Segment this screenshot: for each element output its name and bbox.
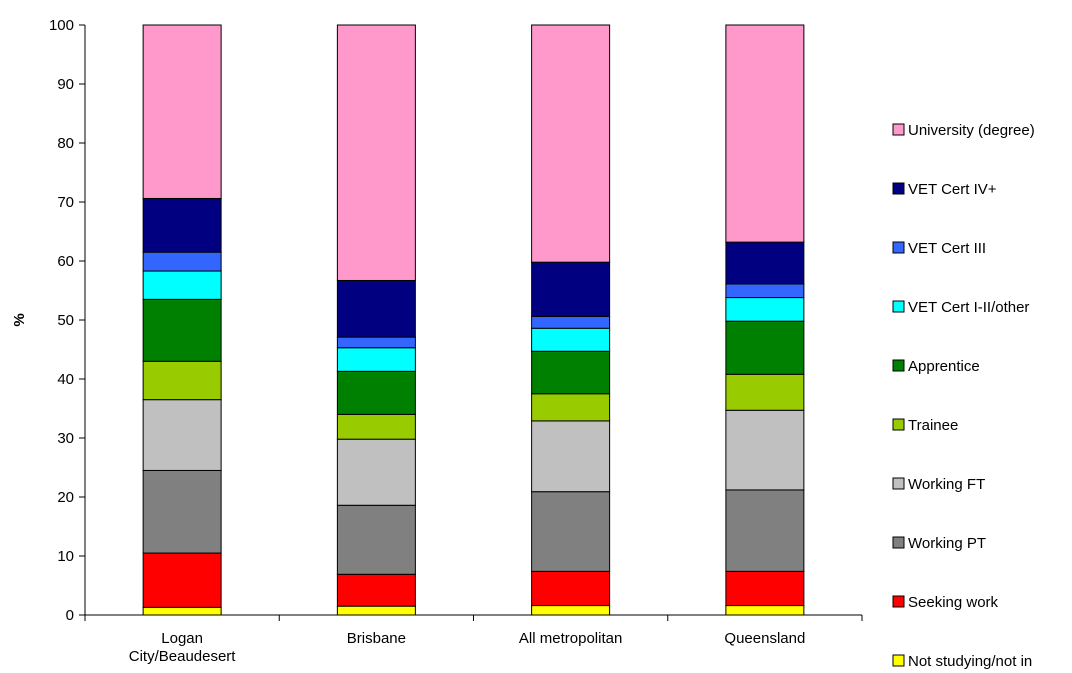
y-tick-label: 70 (57, 194, 74, 211)
legend-label: University (degree) (908, 122, 1035, 139)
y-tick-label: 10 (57, 548, 74, 565)
x-category-label: Brisbane (347, 630, 406, 647)
bars-layer (142, 24, 805, 616)
legend-label: Seeking work (908, 594, 999, 611)
bar-segment (336, 504, 416, 575)
bar-segment (336, 438, 416, 506)
y-axis-label: % (11, 313, 28, 326)
y-tick-label: 0 (66, 607, 74, 624)
bar-segment (531, 261, 611, 317)
bar-segment (336, 279, 416, 338)
bar-segment (725, 489, 805, 572)
y-tick-label: 40 (57, 371, 74, 388)
axes-layer: 0 10 20 30 40 50 60 70 80 90 100% Logan City/Beaudes… (11, 17, 863, 665)
bar-segment (725, 409, 805, 491)
legend-label: Not studying/not inlabour force (908, 653, 1032, 673)
y-tick-label: 50 (57, 312, 74, 329)
legend-swatch (892, 359, 905, 372)
bar-segment (531, 491, 611, 572)
bar-segment (142, 606, 222, 616)
y-tick-label: 20 (57, 489, 74, 506)
bar-segment (531, 420, 611, 493)
bar-segment (725, 320, 805, 375)
bar-segment (336, 605, 416, 616)
legend: University (degree) VET Cert IV+ VET Cert … (892, 122, 1035, 673)
bar-segment (336, 573, 416, 607)
legend-swatch (892, 241, 905, 254)
bar-segment (142, 399, 222, 471)
legend-label: Trainee (908, 417, 958, 434)
legend-swatch (892, 123, 905, 136)
bar-segment (142, 298, 222, 362)
legend-swatch (892, 536, 905, 549)
legend-swatch (892, 418, 905, 431)
legend-swatch (892, 182, 905, 195)
bar-segment (336, 347, 416, 372)
bar-segment (142, 360, 222, 401)
legend-swatch (892, 300, 905, 313)
legend-label: VET Cert IV+ (908, 181, 997, 198)
legend-label: VET Cert I-II/other (908, 299, 1029, 316)
bar-segment (531, 350, 611, 395)
legend-label: Working FT (908, 476, 985, 493)
y-tick-label: 90 (57, 76, 74, 93)
y-tick-label: 60 (57, 253, 74, 270)
legend-swatch (892, 595, 905, 608)
bar-segment (142, 24, 222, 199)
bar-segment (725, 570, 805, 607)
bar-segment (725, 283, 805, 299)
y-tick-label: 100 (49, 17, 74, 34)
bar-segment (336, 370, 416, 415)
bar-segment (725, 24, 805, 243)
x-category-label: Queensland (724, 630, 805, 647)
bar-segment (142, 469, 222, 554)
bar-segment (725, 373, 805, 411)
bar-segment (142, 251, 222, 272)
bar-segment (336, 24, 416, 281)
bar-segment (336, 336, 416, 349)
x-category-label: All metropolitan (519, 630, 622, 647)
bar-segment (531, 393, 611, 422)
x-category-label: Logan City/Beaudesert (129, 630, 237, 665)
legend-label: Working PT (908, 535, 986, 552)
bar-segment (142, 197, 222, 253)
bar-segment (531, 327, 611, 352)
legend-swatch (892, 654, 905, 667)
bar-segment (142, 552, 222, 608)
legend-swatch (892, 477, 905, 490)
bar-segment (725, 605, 805, 616)
legend-label: Apprentice (908, 358, 980, 375)
bar-segment (531, 24, 611, 263)
y-tick-label: 30 (57, 430, 74, 447)
bar-segment (531, 605, 611, 616)
bar-segment (142, 270, 222, 300)
bar-segment (725, 241, 805, 285)
bar-segment (336, 413, 416, 440)
y-tick-label: 80 (57, 135, 74, 152)
legend-label: VET Cert III (908, 240, 986, 257)
bar-segment (531, 315, 611, 329)
bar-segment (725, 297, 805, 322)
bar-segment (531, 570, 611, 607)
